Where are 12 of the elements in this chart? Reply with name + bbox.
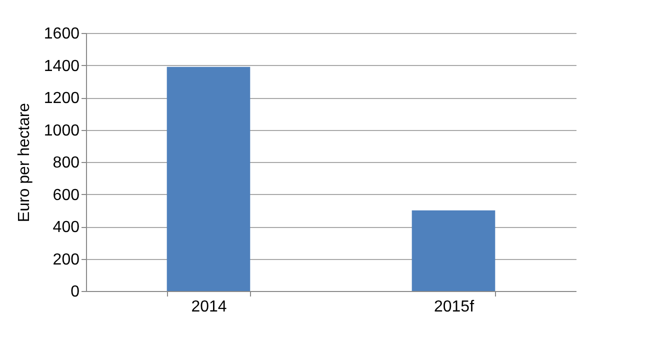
- y-tick-label: 1000: [44, 122, 80, 140]
- y-tick-label: 1400: [44, 58, 80, 75]
- y-axis-title: Euro per hectare: [16, 102, 33, 222]
- y-tick-label: 800: [52, 154, 80, 172]
- y-tick-label: 0: [70, 284, 80, 300]
- x-tick-label: 2014: [191, 298, 227, 316]
- x-tick-label: 2015f: [434, 298, 475, 316]
- y-tick-label: 600: [52, 186, 80, 204]
- y-tick-label: 200: [52, 251, 80, 268]
- y-tick-label: 1600: [44, 26, 80, 42]
- y-tick-label: 1200: [44, 90, 80, 107]
- y-tick-label: 400: [52, 219, 80, 236]
